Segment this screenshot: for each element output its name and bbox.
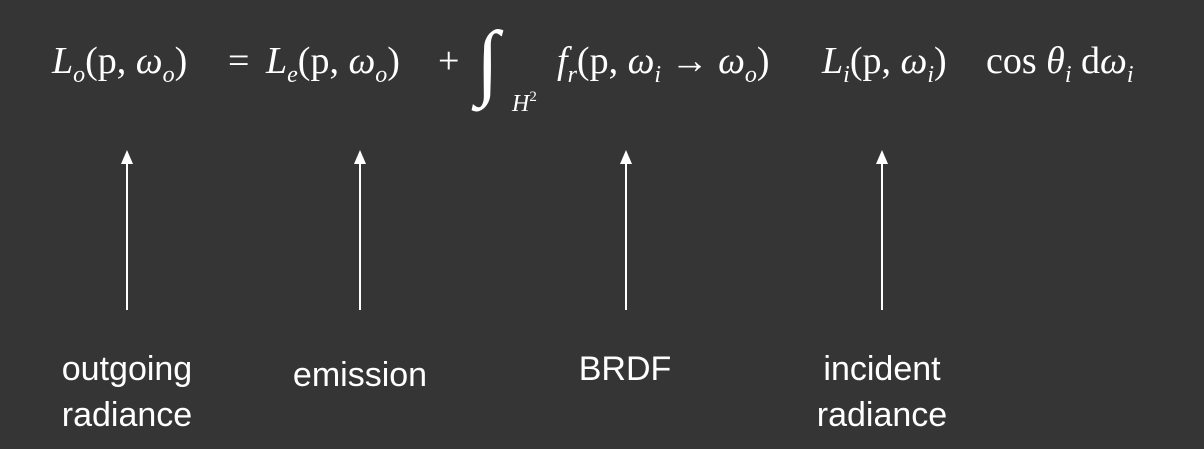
term-incident-radiance: Li(p, ωi) xyxy=(822,40,947,88)
arrow-emission xyxy=(354,150,366,310)
arrow-outgoing-radiance xyxy=(121,150,133,310)
term-brdf: fr(p, ωi → ωo) xyxy=(557,40,770,88)
rendering-equation: Lo(p, ωo) = Le(p, ωo) + ∫ H2 fr(p, ωi → … xyxy=(52,20,1162,118)
label-outgoing-radiance-line2: radiance xyxy=(61,396,193,434)
label-outgoing-radiance: outgoing radiance xyxy=(52,346,202,438)
arrow-incident-radiance xyxy=(876,150,888,310)
integral-sign: ∫ xyxy=(476,15,500,108)
term-outgoing-radiance: Lo(p, ωo) xyxy=(52,40,188,88)
label-outgoing-radiance-line1: outgoing xyxy=(61,350,193,388)
integral-domain: H2 xyxy=(512,89,537,117)
plus-sign: + xyxy=(438,40,460,82)
term-cosine: cos θi dωi xyxy=(986,40,1134,88)
label-incident-radiance-line1: incident xyxy=(823,350,941,388)
label-brdf: BRDF xyxy=(578,350,672,388)
arrow-brdf xyxy=(620,150,632,310)
label-incident-radiance: incident radiance xyxy=(806,346,958,438)
label-emission: emission xyxy=(292,356,428,394)
equals-sign: = xyxy=(228,40,250,82)
label-incident-radiance-line2: radiance xyxy=(816,396,948,434)
term-emission: Le(p, ωo) xyxy=(266,40,400,88)
